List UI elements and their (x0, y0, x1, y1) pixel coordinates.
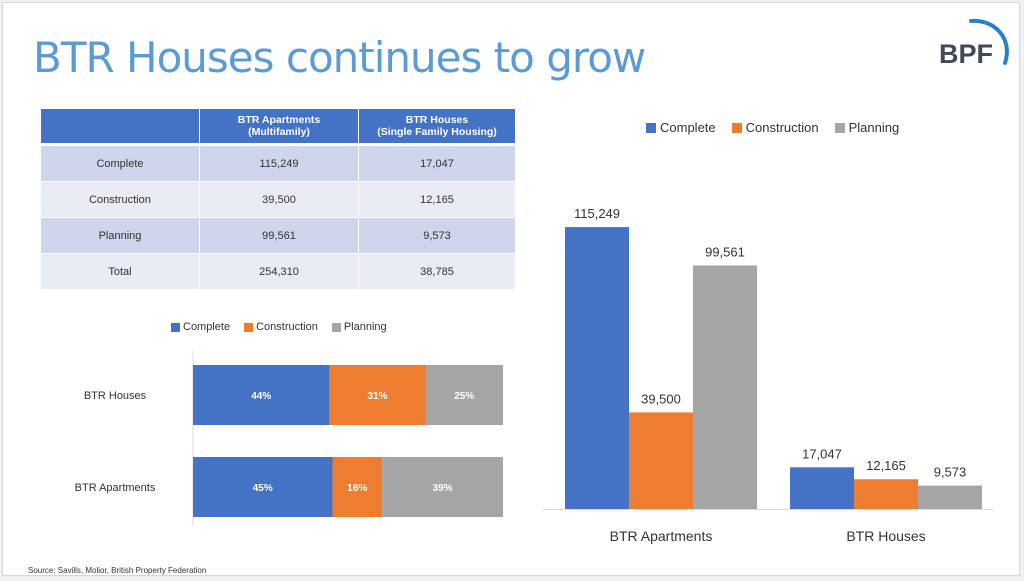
houses-value: 38,785 (358, 253, 515, 290)
data-label-construction-btr-apartments: 16% (347, 483, 367, 494)
data-label-construction-btr-apartments: 39,500 (641, 391, 681, 406)
category-label-btr-houses: BTR Houses (84, 390, 147, 402)
data-label-complete-btr-apartments: 45% (253, 483, 273, 494)
legend-item-construction: Construction (731, 120, 819, 135)
header-line: BTR Houses (405, 114, 469, 126)
legend-swatch-complete (646, 122, 656, 133)
legend-label: Complete (660, 120, 716, 135)
logo-arc-icon (969, 18, 1009, 65)
legend-label: Planning (343, 321, 387, 333)
source-note: Source: Savills, Molior, British Propert… (28, 566, 207, 575)
category-label-btr-apartments: BTR Apartments (75, 482, 156, 494)
table-row: Construction 39,500 12,165 (41, 181, 515, 218)
bar-segment-complete-btr-houses (193, 365, 330, 425)
column-complete-btr-apartments (565, 227, 629, 509)
data-label-planning-btr-houses: 9,573 (934, 465, 967, 480)
legend-swatch-complete (171, 322, 180, 332)
apartments-value: 39,500 (199, 181, 359, 218)
row-label: Planning (41, 217, 200, 254)
data-label-complete-btr-houses: 44% (251, 391, 271, 402)
column-planning-btr-houses (918, 485, 982, 509)
table-row: Complete 115,249 17,047 (41, 144, 515, 182)
data-label-construction-btr-houses: 12,165 (866, 458, 906, 473)
table-row: Total 254,310 38,785 (41, 253, 515, 290)
row-label: Total (41, 253, 200, 290)
legend-swatch-construction (731, 122, 742, 133)
apartments-value: 115,249 (199, 144, 359, 182)
legend-label: Construction (745, 120, 819, 135)
legend-label: Complete (183, 321, 231, 333)
bar-segment-planning-btr-apartments (382, 457, 503, 517)
table-row: Planning 99,561 9,573 (41, 217, 515, 254)
bar-segment-planning-btr-houses (425, 365, 503, 425)
data-label-planning-btr-houses: 25% (454, 391, 474, 402)
data-label-planning-btr-apartments: 99,561 (705, 244, 745, 259)
column-planning-btr-apartments (693, 265, 757, 509)
legend-swatch-planning (331, 322, 341, 332)
column-construction-btr-apartments (629, 412, 693, 509)
logo-text: BPF (939, 39, 993, 69)
houses-value: 12,165 (358, 181, 515, 218)
btr-pipeline-table: BTR Apartments (Multifamily) BTR Houses … (41, 109, 515, 290)
clustered-column-chart: 115,249 39,500 99,561 BTR Apartments 17,047 1… (543, 206, 993, 544)
column-chart-legend: Complete Construction Planning (646, 120, 915, 135)
legend-item-planning: Planning (834, 120, 900, 135)
table-header-empty (41, 109, 200, 146)
row-label: Complete (41, 144, 200, 182)
legend-item-complete: Complete (171, 321, 230, 333)
houses-value: 17,047 (358, 144, 515, 182)
slide-title: BTR Houses continues to grow (33, 33, 646, 82)
bpf-logo: BPF (933, 15, 1013, 75)
legend-label: Construction (256, 321, 318, 333)
legend-label: Planning (848, 120, 900, 135)
bar-segment-construction-btr-apartments (332, 457, 383, 517)
legend-swatch-planning (834, 122, 845, 133)
data-label-complete-btr-houses: 17,047 (802, 446, 842, 461)
legend-swatch-construction (244, 322, 254, 332)
houses-value: 9,573 (358, 217, 515, 254)
legend-item-planning: Planning (331, 321, 387, 333)
table-header-apartments: BTR Apartments (Multifamily) (199, 109, 359, 146)
header-line: BTR Apartments (237, 114, 321, 126)
bar-segment-construction-btr-houses (329, 365, 426, 425)
legend-item-construction: Construction (244, 321, 318, 333)
table-header-row: BTR Apartments (Multifamily) BTR Houses … (41, 109, 515, 146)
category-label-btr-apartments: BTR Apartments (610, 528, 713, 544)
stacked-percent-bar-chart: BTR Houses 44% 31% 25% BTR Apartments 45% 16% 3… (75, 351, 503, 526)
apartments-value: 254,310 (199, 253, 359, 290)
legend-item-complete: Complete (646, 120, 716, 135)
row-label: Construction (41, 181, 200, 218)
data-label-complete-btr-apartments: 115,249 (574, 206, 620, 221)
data-label-construction-btr-houses: 31% (367, 391, 387, 402)
header-line: (Multifamily) (248, 126, 310, 138)
column-complete-btr-houses (790, 467, 854, 509)
column-construction-btr-houses (854, 479, 918, 509)
category-label-btr-houses: BTR Houses (846, 528, 925, 544)
data-label-planning-btr-apartments: 39% (433, 483, 453, 494)
header-line: (Single Family Housing) (377, 126, 497, 138)
bar-segment-complete-btr-apartments (193, 457, 333, 517)
table-header-houses: BTR Houses (Single Family Housing) (358, 109, 515, 146)
apartments-value: 99,561 (199, 217, 359, 254)
stacked-chart-legend: Complete Construction Planning (171, 321, 401, 333)
